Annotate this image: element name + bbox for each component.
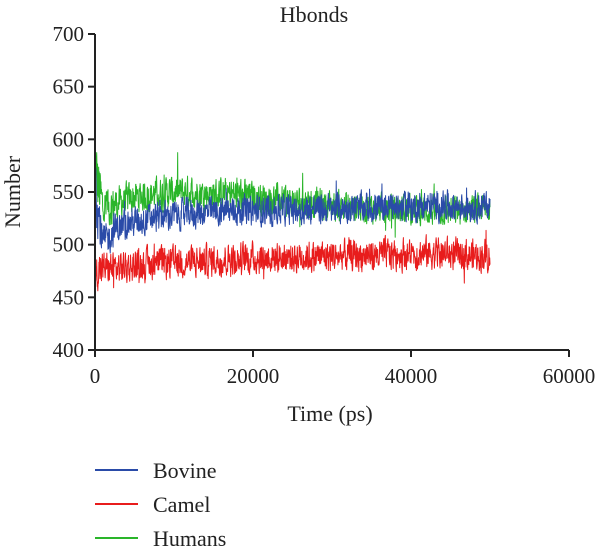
y-tick-label: 400 [53, 338, 85, 362]
x-tick-label: 40000 [385, 364, 438, 388]
y-tick-label: 700 [53, 22, 85, 46]
legend-label-bovine: Bovine [153, 458, 217, 483]
y-tick-label: 450 [53, 285, 85, 309]
plot-area [94, 152, 491, 292]
x-tick-label: 60000 [543, 364, 596, 388]
y-tick-label: 500 [53, 233, 85, 257]
x-tick-label: 20000 [227, 364, 280, 388]
y-tick-label: 550 [53, 180, 85, 204]
y-axis-label: Number [0, 155, 25, 228]
y-tick-label: 650 [53, 75, 85, 99]
y-tick-label: 600 [53, 127, 85, 151]
series-line-bovine [94, 167, 491, 254]
legend: Bovine Camel Humans [95, 458, 226, 551]
x-axis-label: Time (ps) [287, 401, 372, 426]
series-line-humans [94, 152, 491, 238]
x-axis-ticks: 0 20000 40000 60000 [90, 350, 596, 388]
legend-label-humans: Humans [153, 526, 226, 551]
legend-label-camel: Camel [153, 492, 210, 517]
chart-title: Hbonds [280, 2, 348, 27]
x-tick-label: 0 [90, 364, 101, 388]
y-axis-ticks: 400 450 500 550 600 650 700 [53, 22, 95, 362]
series-line-camel [94, 229, 491, 292]
